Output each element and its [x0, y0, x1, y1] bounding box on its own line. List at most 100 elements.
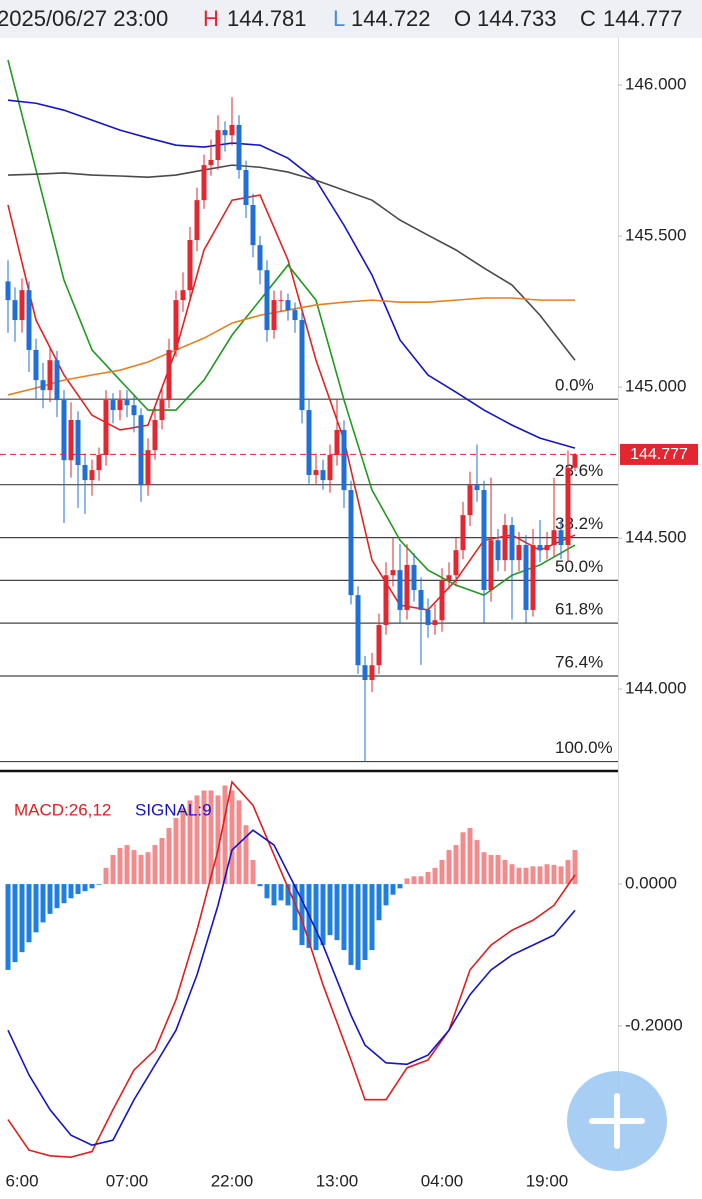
histogram-bar — [397, 884, 403, 889]
candle-body — [173, 300, 179, 350]
histogram-bar — [299, 884, 305, 946]
histogram-bar — [362, 884, 368, 960]
indicator-line — [7, 829, 576, 1146]
candle-body — [89, 470, 95, 481]
histogram-bar — [96, 884, 102, 885]
candle-body — [418, 590, 424, 610]
histogram-bar — [355, 884, 361, 970]
y-tick-label: 145.000 — [625, 377, 686, 396]
histogram-bar — [117, 847, 123, 885]
histogram-bar — [166, 828, 172, 885]
histogram-bar — [418, 876, 424, 885]
x-tick-label: 07:00 — [106, 1171, 149, 1190]
histogram-bar — [19, 884, 25, 953]
histogram-bar — [376, 884, 382, 921]
histogram-bar — [481, 852, 487, 885]
histogram-bar — [411, 876, 417, 885]
candle-body — [264, 270, 270, 331]
candle-body — [47, 360, 53, 391]
histogram-bar — [89, 884, 95, 889]
header-label: C — [580, 6, 596, 31]
x-tick-label: 04:00 — [421, 1171, 464, 1190]
histogram-bar — [278, 884, 284, 901]
candle-body — [376, 625, 382, 666]
moving-average — [7, 59, 576, 597]
candle-body — [397, 570, 403, 610]
histogram-bar — [54, 884, 60, 909]
histogram-bar — [68, 884, 74, 899]
candle-body — [453, 550, 459, 576]
histogram-bar — [572, 850, 578, 885]
moving-average — [7, 194, 576, 611]
histogram-bar — [264, 884, 270, 899]
candle-body — [334, 429, 340, 456]
histogram-bar — [250, 859, 256, 885]
candle-body — [152, 420, 158, 451]
candle-body — [236, 124, 242, 170]
candle-body — [208, 160, 214, 166]
histogram-bar — [180, 808, 186, 885]
candle-body — [54, 360, 60, 401]
moving-average — [7, 297, 575, 396]
histogram-bar — [432, 867, 438, 885]
histogram-bar — [453, 845, 459, 885]
histogram-bar — [12, 884, 18, 963]
candle-body — [215, 130, 221, 160]
candle-body — [390, 570, 396, 576]
moving-average — [7, 164, 576, 361]
candle-body — [110, 400, 116, 411]
candle-body — [82, 465, 88, 481]
candle-body — [404, 564, 410, 610]
legend-label: MACD:26,12 — [14, 800, 111, 819]
histogram-bar — [82, 884, 88, 892]
header-value: 144.781 — [227, 6, 307, 31]
histogram-bar — [110, 854, 116, 885]
candle-body — [544, 545, 550, 551]
histogram-bar — [327, 884, 333, 936]
candle-body — [19, 290, 25, 321]
candle-body — [61, 400, 67, 461]
histogram-bar — [516, 867, 522, 885]
histogram-bar — [334, 884, 340, 941]
last-price-label: 144.777 — [630, 446, 688, 463]
candle-body — [306, 410, 312, 475]
fib-label: 61.8% — [555, 600, 603, 619]
candle-body — [12, 300, 18, 321]
legend-label: SIGNAL:9 — [135, 800, 212, 819]
candle-body — [166, 349, 172, 401]
histogram-bar — [40, 884, 46, 923]
candle-body — [565, 467, 571, 546]
histogram-bar — [222, 785, 228, 885]
y-tick-label: 0.0000 — [625, 874, 677, 893]
candle-body — [411, 564, 417, 591]
add-button[interactable] — [567, 1071, 667, 1171]
y-tick-label: 145.500 — [625, 226, 686, 245]
candle-body — [502, 525, 508, 561]
header-label: H — [203, 6, 219, 31]
histogram-bar — [75, 884, 81, 895]
candle-body — [509, 525, 515, 561]
histogram-bar — [292, 884, 298, 931]
histogram-bar — [537, 866, 543, 885]
histogram-bar — [285, 884, 291, 906]
y-tick-label: 144.500 — [625, 528, 686, 547]
candle-body — [75, 420, 81, 465]
histogram-bar — [320, 884, 326, 946]
histogram-bar — [187, 800, 193, 885]
candle-body — [481, 490, 487, 591]
candle-body — [145, 450, 151, 486]
histogram-bar — [5, 884, 11, 970]
histogram-bar — [502, 859, 508, 885]
candle-body — [299, 320, 305, 411]
candle-body — [572, 454, 578, 468]
candle-body — [138, 415, 144, 486]
histogram-bar — [257, 884, 263, 887]
header-value: 144.777 — [603, 6, 683, 31]
candle-body — [222, 130, 228, 136]
x-tick-label: 19:00 — [526, 1171, 569, 1190]
histogram-bar — [474, 840, 480, 885]
histogram-bar — [33, 884, 39, 933]
candle-body — [201, 165, 207, 201]
candle-body — [33, 349, 39, 381]
